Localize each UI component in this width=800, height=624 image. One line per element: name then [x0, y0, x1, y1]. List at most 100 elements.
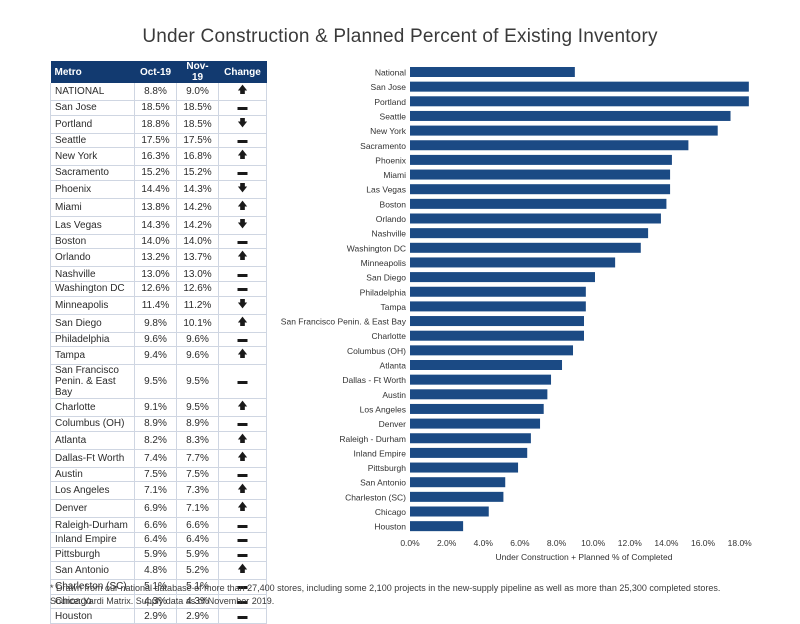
- table-row: Minneapolis 11.4% 11.2% 🡇: [50, 296, 267, 315]
- category-label: Portland: [374, 97, 406, 107]
- bar: [410, 228, 649, 239]
- metro-cell: San Antonio: [50, 561, 135, 581]
- table-row: Tampa 9.4% 9.6% 🡅: [50, 346, 267, 366]
- change-cell: 🡅: [218, 481, 267, 501]
- metro-cell: Boston: [50, 234, 135, 250]
- bar: [410, 110, 731, 121]
- nov-19-cell: 7.7%: [176, 449, 219, 468]
- table-row: Houston 2.9% 2.9% ▬: [50, 608, 267, 624]
- nov-19-cell: 8.3%: [176, 431, 219, 450]
- table-row: Chicago 4.3% 4.3% ▬: [50, 594, 267, 610]
- nov-19-cell: 9.6%: [176, 346, 219, 366]
- table-row: San Antonio 4.8% 5.2% 🡅: [50, 561, 267, 581]
- x-tick-label: 16.0%: [691, 538, 716, 548]
- nov-19-cell: 15.2%: [176, 165, 219, 181]
- nov-19-cell: 4.3%: [176, 594, 219, 610]
- change-cell: ▬: [218, 281, 267, 297]
- oct-19-cell: 16.3%: [134, 147, 177, 167]
- bar: [410, 360, 563, 370]
- category-label: Raleigh - Durham: [339, 434, 406, 444]
- change-cell: 🡅: [218, 314, 267, 333]
- oct-19-cell: 4.8%: [134, 561, 177, 581]
- change-cell: ▬: [218, 100, 267, 116]
- bar: [410, 447, 528, 458]
- oct-19-cell: 2.9%: [134, 608, 177, 624]
- table-row: Columbus (OH) 8.9% 8.9% ▬: [50, 416, 267, 432]
- metro-cell: Minneapolis: [50, 296, 135, 315]
- x-tick-label: 18.0%: [728, 538, 753, 548]
- x-tick-label: 10.0%: [581, 538, 606, 548]
- change-cell: 🡅: [218, 499, 267, 519]
- bar: [410, 140, 689, 151]
- nov-19-cell: 17.5%: [176, 133, 219, 149]
- nov-19-cell: 5.9%: [176, 547, 219, 563]
- category-label: Washington DC: [347, 243, 406, 253]
- arrow-up-icon: 🡅: [237, 85, 248, 96]
- metro-cell: Washington DC: [50, 281, 135, 297]
- no-change-icon: ▬: [237, 596, 248, 608]
- change-cell: 🡇: [218, 180, 267, 199]
- nov-19-cell: 14.0%: [176, 234, 219, 250]
- bar: [410, 462, 519, 473]
- metro-cell: Nashville: [50, 266, 135, 282]
- category-label: Charleston (SC): [345, 492, 406, 502]
- metro-cell: Las Vegas: [50, 216, 135, 235]
- table-row: San Jose 18.5% 18.5% ▬: [50, 100, 267, 116]
- category-label: San Francisco Penin. & East Bay: [281, 317, 407, 327]
- bar: [410, 67, 575, 77]
- metro-cell: Chicago: [50, 594, 135, 610]
- metro-cell: Charlotte: [50, 398, 135, 418]
- oct-19-cell: 14.0%: [134, 234, 177, 250]
- nov-19-cell: 16.8%: [176, 147, 219, 167]
- category-label: Seattle: [380, 111, 407, 121]
- oct-19-cell: 15.2%: [134, 165, 177, 181]
- no-change-icon: ▬: [237, 376, 248, 388]
- oct-19-cell: 11.4%: [134, 296, 177, 315]
- metro-cell: San Francisco Penin. & East Bay: [50, 364, 135, 400]
- arrow-up-icon: 🡅: [237, 150, 248, 162]
- change-cell: 🡇: [218, 115, 267, 134]
- change-cell: ▬: [218, 467, 267, 483]
- no-change-icon: ▬: [237, 134, 248, 146]
- oct-19-cell: 6.6%: [134, 517, 177, 533]
- x-tick-label: 4.0%: [474, 538, 494, 548]
- table-header-row: Metro Oct-19 Nov-19 Change: [50, 61, 267, 83]
- no-change-icon: ▬: [237, 236, 248, 248]
- change-cell: 🡅: [218, 449, 267, 468]
- table-row: Phoenix 14.4% 14.3% 🡇: [50, 180, 267, 199]
- source-text: Source: Yardi Matrix. Supply data as of …: [50, 596, 275, 606]
- category-label: Miami: [383, 170, 406, 180]
- no-change-icon: ▬: [237, 469, 248, 481]
- nov-19-cell: 14.2%: [176, 216, 219, 235]
- bar: [410, 81, 749, 92]
- table-row: Washington DC 12.6% 12.6% ▬: [50, 281, 267, 297]
- no-change-icon: ▬: [237, 283, 248, 295]
- table-row: Miami 13.8% 14.2% 🡅: [50, 198, 267, 217]
- category-label: San Diego: [366, 273, 406, 283]
- oct-19-cell: 5.9%: [134, 547, 177, 563]
- category-label: Philadelphia: [360, 287, 407, 297]
- metro-cell: Houston: [50, 608, 135, 624]
- metro-cell: Phoenix: [50, 180, 135, 199]
- nov-19-cell: 12.6%: [176, 281, 219, 297]
- nov-19-cell: 18.5%: [176, 100, 219, 116]
- metro-cell: Columbus (OH): [50, 416, 135, 432]
- no-change-icon: ▬: [237, 268, 248, 280]
- category-label: Charlotte: [372, 331, 407, 341]
- oct-19-cell: 13.0%: [134, 266, 177, 282]
- oct-19-cell: 13.8%: [134, 198, 177, 217]
- bar: [410, 213, 661, 224]
- header-metro: Metro: [50, 61, 135, 83]
- category-label: Orlando: [376, 214, 407, 224]
- change-cell: ▬: [218, 532, 267, 548]
- header-nov-19: Nov-19: [176, 61, 219, 83]
- table-row: Los Angeles 7.1% 7.3% 🡅: [50, 481, 267, 501]
- arrow-down-icon: 🡇: [237, 117, 248, 129]
- oct-19-cell: 13.2%: [134, 248, 177, 268]
- nov-19-cell: 2.9%: [176, 608, 219, 624]
- change-cell: 🡅: [218, 346, 267, 366]
- category-label: New York: [370, 126, 407, 136]
- category-label: Austin: [382, 390, 406, 400]
- metro-cell: New York: [50, 147, 135, 167]
- oct-19-cell: 7.4%: [134, 449, 177, 468]
